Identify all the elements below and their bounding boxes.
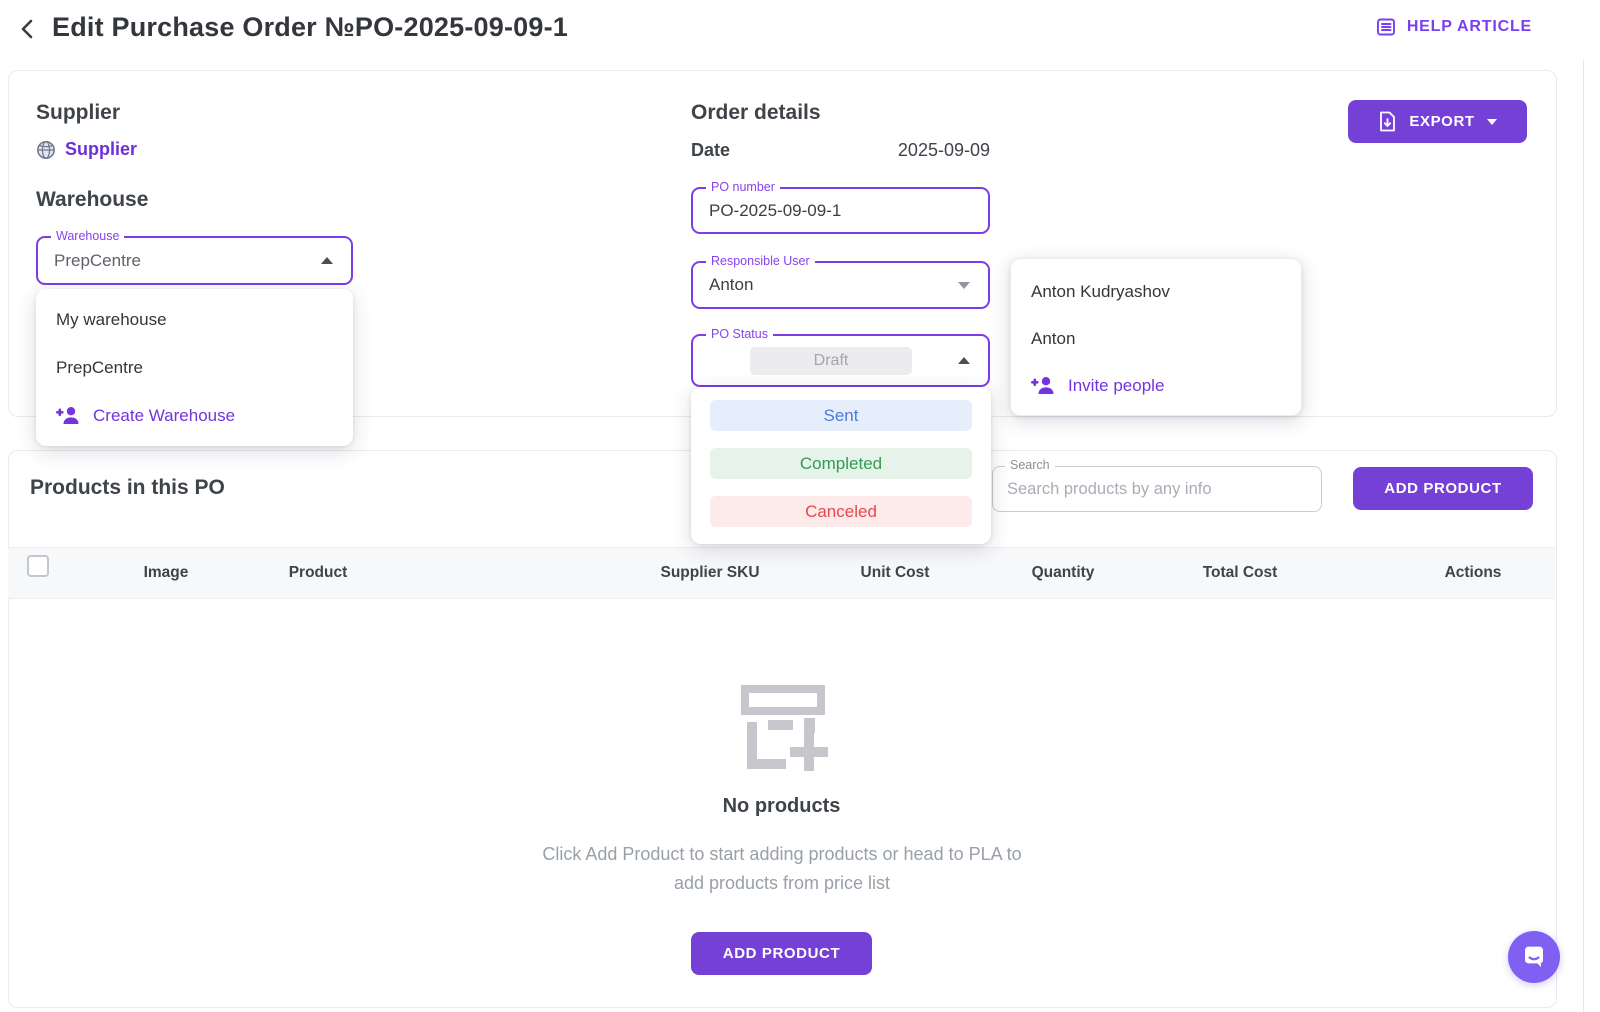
invite-people-option[interactable]: Invite people bbox=[1011, 362, 1301, 409]
select-all-checkbox[interactable] bbox=[27, 555, 49, 577]
caret-down-icon bbox=[1486, 118, 1497, 125]
column-header-unit-cost: Unit Cost bbox=[860, 564, 930, 581]
warehouse-section-title: Warehouse bbox=[36, 188, 149, 211]
scrollbar-track[interactable] bbox=[1583, 60, 1584, 1012]
responsible-user-dropdown: Anton Kudryashov Anton Invite people bbox=[1010, 258, 1302, 416]
user-option-anton[interactable]: Anton bbox=[1031, 328, 1076, 348]
products-section-title: Products in this PO bbox=[30, 476, 225, 499]
column-header-actions: Actions bbox=[1444, 564, 1502, 581]
export-button-label: EXPORT bbox=[1409, 113, 1475, 130]
status-option-sent[interactable]: Sent bbox=[710, 400, 972, 431]
po-number-input[interactable] bbox=[709, 189, 944, 232]
no-products-icon bbox=[740, 684, 828, 781]
add-product-label: ADD PRODUCT bbox=[722, 945, 841, 962]
warehouse-option-prepcentre[interactable]: PrepCentre bbox=[56, 357, 143, 377]
warehouse-select-value: PrepCentre bbox=[54, 250, 141, 270]
column-header-product: Product bbox=[288, 564, 348, 581]
person-add-icon bbox=[56, 407, 79, 424]
globe-icon bbox=[37, 140, 55, 159]
invite-people-label: Invite people bbox=[1068, 375, 1165, 395]
supplier-link-label: Supplier bbox=[65, 139, 138, 159]
add-product-label: ADD PRODUCT bbox=[1384, 480, 1502, 497]
search-input[interactable] bbox=[1007, 467, 1307, 511]
help-article-link[interactable]: HELP ARTICLE bbox=[1375, 16, 1532, 38]
product-search-field: Search bbox=[992, 458, 1322, 512]
user-option-anton-kudryashov[interactable]: Anton Kudryashov bbox=[1031, 281, 1170, 301]
responsible-user-select[interactable]: Responsible User Anton bbox=[691, 254, 990, 309]
export-button[interactable]: EXPORT bbox=[1348, 100, 1527, 143]
status-option-canceled[interactable]: Canceled bbox=[710, 496, 972, 527]
caret-up-icon bbox=[958, 356, 970, 364]
date-label: Date bbox=[691, 140, 731, 160]
back-button[interactable] bbox=[14, 15, 42, 43]
responsible-user-label: Responsible User bbox=[706, 254, 815, 268]
warehouse-dropdown: My warehouse PrepCentre Create Warehouse bbox=[36, 289, 353, 446]
export-document-icon bbox=[1380, 111, 1396, 132]
person-add-icon bbox=[1031, 377, 1054, 394]
status-option-completed[interactable]: Completed bbox=[710, 448, 972, 479]
warehouse-select[interactable]: Warehouse PrepCentre bbox=[36, 229, 353, 285]
create-warehouse-label: Create Warehouse bbox=[93, 405, 236, 425]
chevron-left-icon bbox=[21, 19, 33, 39]
chat-launcher-button[interactable] bbox=[1508, 931, 1560, 983]
empty-state-description: Click Add Product to start adding produc… bbox=[542, 844, 1022, 893]
po-status-select[interactable]: PO Status Draft bbox=[691, 327, 990, 387]
add-product-button-empty-state[interactable]: ADD PRODUCT bbox=[691, 932, 872, 975]
column-header-supplier-sku: Supplier SKU bbox=[660, 564, 760, 581]
po-status-label: PO Status bbox=[706, 327, 773, 341]
chat-bubble-icon bbox=[1525, 946, 1543, 967]
warehouse-select-label: Warehouse bbox=[51, 229, 125, 243]
column-header-total-cost: Total Cost bbox=[1202, 564, 1278, 581]
warehouse-option-my-warehouse[interactable]: My warehouse bbox=[56, 309, 167, 329]
supplier-section-title: Supplier bbox=[36, 101, 121, 124]
po-status-current-chip: Draft bbox=[750, 346, 912, 375]
add-product-button[interactable]: ADD PRODUCT bbox=[1353, 467, 1533, 510]
empty-state-title: No products bbox=[722, 795, 841, 817]
supplier-link[interactable]: Supplier bbox=[36, 139, 137, 160]
products-table-header: Image Product Supplier SKU Unit Cost Qua… bbox=[8, 547, 1555, 599]
article-icon bbox=[1376, 18, 1395, 36]
po-status-dropdown: Sent Completed Canceled bbox=[691, 387, 991, 544]
responsible-user-value: Anton bbox=[709, 275, 754, 294]
po-number-field: PO number bbox=[691, 180, 990, 234]
create-warehouse-option[interactable]: Create Warehouse bbox=[36, 392, 353, 439]
caret-down-icon bbox=[958, 282, 970, 289]
caret-up-icon bbox=[321, 256, 333, 264]
page-title: Edit Purchase Order №PO-2025-09-09-1 bbox=[52, 12, 569, 42]
column-header-quantity: Quantity bbox=[1031, 564, 1095, 581]
column-header-image: Image bbox=[143, 564, 189, 581]
date-value: 2025-09-09 bbox=[897, 140, 990, 160]
help-article-label: HELP ARTICLE bbox=[1406, 18, 1532, 35]
order-details-title: Order details bbox=[691, 101, 821, 124]
